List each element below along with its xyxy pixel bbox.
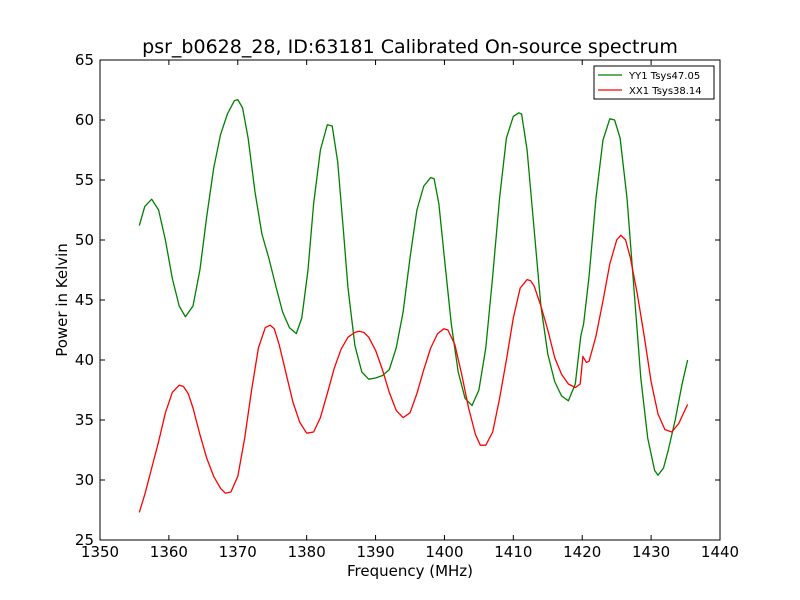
x-tick-label: 1430 [632, 543, 670, 561]
x-axis-label: Frequency (MHz) [347, 562, 473, 580]
x-tick-label: 1410 [494, 543, 532, 561]
legend-label-yy1: YY1 Tsys47.05 [628, 71, 700, 82]
series-line-0 [138, 98, 689, 476]
chart-title: psr_b0628_28, ID:63181 Calibrated On-sou… [142, 36, 678, 58]
y-axis-label: Power in Kelvin [53, 243, 71, 357]
x-tick-label: 1400 [425, 543, 463, 561]
x-axis-ticks: 1350 1360 1370 1380 1390 1400 1410 1420 1430 1440 [81, 60, 739, 561]
x-tick-label: 1370 [219, 543, 257, 561]
legend-label-xx1: XX1 Tsys38.14 [629, 86, 702, 97]
y-tick-label: 35 [75, 411, 94, 429]
x-tick-label: 1420 [563, 543, 601, 561]
x-tick-label: 1380 [288, 543, 326, 561]
plot-frame [99, 59, 721, 541]
x-tick-label: 1360 [150, 543, 188, 561]
legend: YY1 Tsys47.05 XX1 Tsys38.14 [593, 65, 715, 100]
y-tick-label: 40 [75, 351, 94, 369]
legend-box [593, 65, 715, 100]
x-tick-label: 1350 [81, 543, 119, 561]
y-tick-label: 45 [75, 291, 94, 309]
y-tick-label: 50 [75, 231, 94, 249]
y-axis-ticks: 25 30 35 40 45 50 55 60 65 [75, 51, 720, 549]
y-tick-label: 25 [75, 531, 94, 549]
y-tick-label: 30 [75, 471, 94, 489]
y-tick-label: 60 [75, 111, 94, 129]
x-tick-label: 1390 [356, 543, 394, 561]
series-line-1 [138, 234, 689, 513]
plot-lines [138, 98, 689, 513]
y-tick-label: 65 [75, 51, 94, 69]
y-tick-label: 55 [75, 171, 94, 189]
x-tick-label: 1440 [701, 543, 739, 561]
